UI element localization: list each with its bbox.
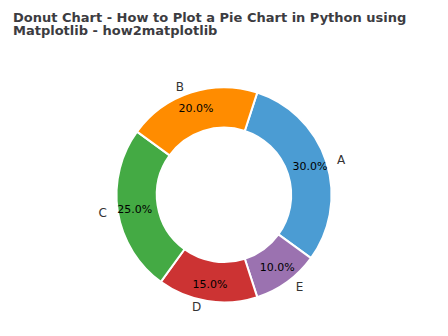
svg-text:D: D: [192, 300, 201, 314]
svg-text:20.0%: 20.0%: [179, 102, 214, 115]
svg-text:15.0%: 15.0%: [192, 278, 227, 291]
svg-text:30.0%: 30.0%: [292, 160, 327, 173]
svg-text:B: B: [176, 80, 184, 94]
svg-text:Matplotlib - how2matplotlib: Matplotlib - how2matplotlib: [13, 23, 217, 38]
svg-text:10.0%: 10.0%: [260, 261, 295, 274]
svg-text:E: E: [296, 280, 304, 294]
svg-text:C: C: [98, 206, 106, 220]
svg-text:Donut Chart - How to Plot a Pi: Donut Chart - How to Plot a Pie Chart in…: [13, 10, 411, 25]
svg-text:25.0%: 25.0%: [117, 203, 152, 216]
svg-text:A: A: [337, 153, 346, 167]
